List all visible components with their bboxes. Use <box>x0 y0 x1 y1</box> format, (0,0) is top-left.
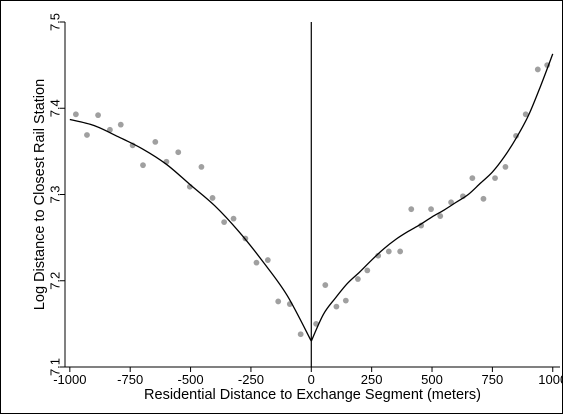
x-tick-label: 500 <box>421 372 443 387</box>
data-point <box>364 267 371 274</box>
y-tick-label: 7.3 <box>48 185 63 203</box>
fit-right-line <box>310 53 554 342</box>
data-point <box>534 66 541 73</box>
x-tick-label: 0 <box>308 372 315 387</box>
data-point <box>221 219 228 226</box>
data-point <box>152 138 159 145</box>
data-point <box>492 175 498 182</box>
y-tick-label: 7.1 <box>48 358 63 376</box>
data-point <box>448 199 454 206</box>
data-point <box>322 282 329 288</box>
data-point <box>522 111 529 118</box>
data-point <box>230 215 237 222</box>
x-tick-label: -250 <box>238 372 264 387</box>
data-point <box>198 164 205 170</box>
data-point <box>437 213 444 219</box>
x-tick-label: 750 <box>482 372 504 387</box>
data-point <box>469 175 476 182</box>
fit-left-line <box>69 118 312 342</box>
data-point <box>408 206 415 213</box>
data-point <box>480 195 487 202</box>
y-tick-label: 7.4 <box>48 99 63 117</box>
data-point <box>84 132 90 138</box>
data-point <box>397 248 404 255</box>
data-point <box>72 111 79 118</box>
data-point <box>333 303 340 310</box>
data-point <box>375 252 382 259</box>
data-point <box>428 206 434 213</box>
data-point <box>264 257 271 263</box>
data-point <box>209 195 216 201</box>
x-axis-title: Residential Distance to Exchange Segment… <box>144 387 481 403</box>
data-point <box>354 276 361 282</box>
data-point <box>385 248 392 255</box>
x-tick-label: 250 <box>361 372 383 387</box>
x-tick-label: 1000 <box>538 372 563 387</box>
data-points <box>72 62 551 338</box>
data-point <box>175 149 182 156</box>
data-point <box>513 132 519 139</box>
data-point <box>297 331 304 338</box>
data-point <box>342 297 349 304</box>
x-tick-label: -500 <box>178 372 204 387</box>
data-point <box>95 112 101 119</box>
data-point <box>117 121 124 128</box>
y-tick-label: 7.2 <box>48 272 63 290</box>
data-point <box>253 259 260 266</box>
fitted-curves <box>69 53 554 342</box>
y-axis-ticks: 7.1 7.2 7.3 7.4 7.5 <box>48 13 65 376</box>
x-axis-ticks: -1000 -750 -500 -250 0 250 500 750 1000 <box>53 367 563 387</box>
x-tick-label: -750 <box>117 372 143 387</box>
y-tick-label: 7.5 <box>48 13 63 31</box>
data-point <box>502 164 509 170</box>
data-point <box>140 162 146 169</box>
y-axis-title: Log Distance to Closest Rail Station <box>32 79 48 310</box>
data-point <box>275 298 282 305</box>
x-tick-label: -1000 <box>53 372 86 387</box>
